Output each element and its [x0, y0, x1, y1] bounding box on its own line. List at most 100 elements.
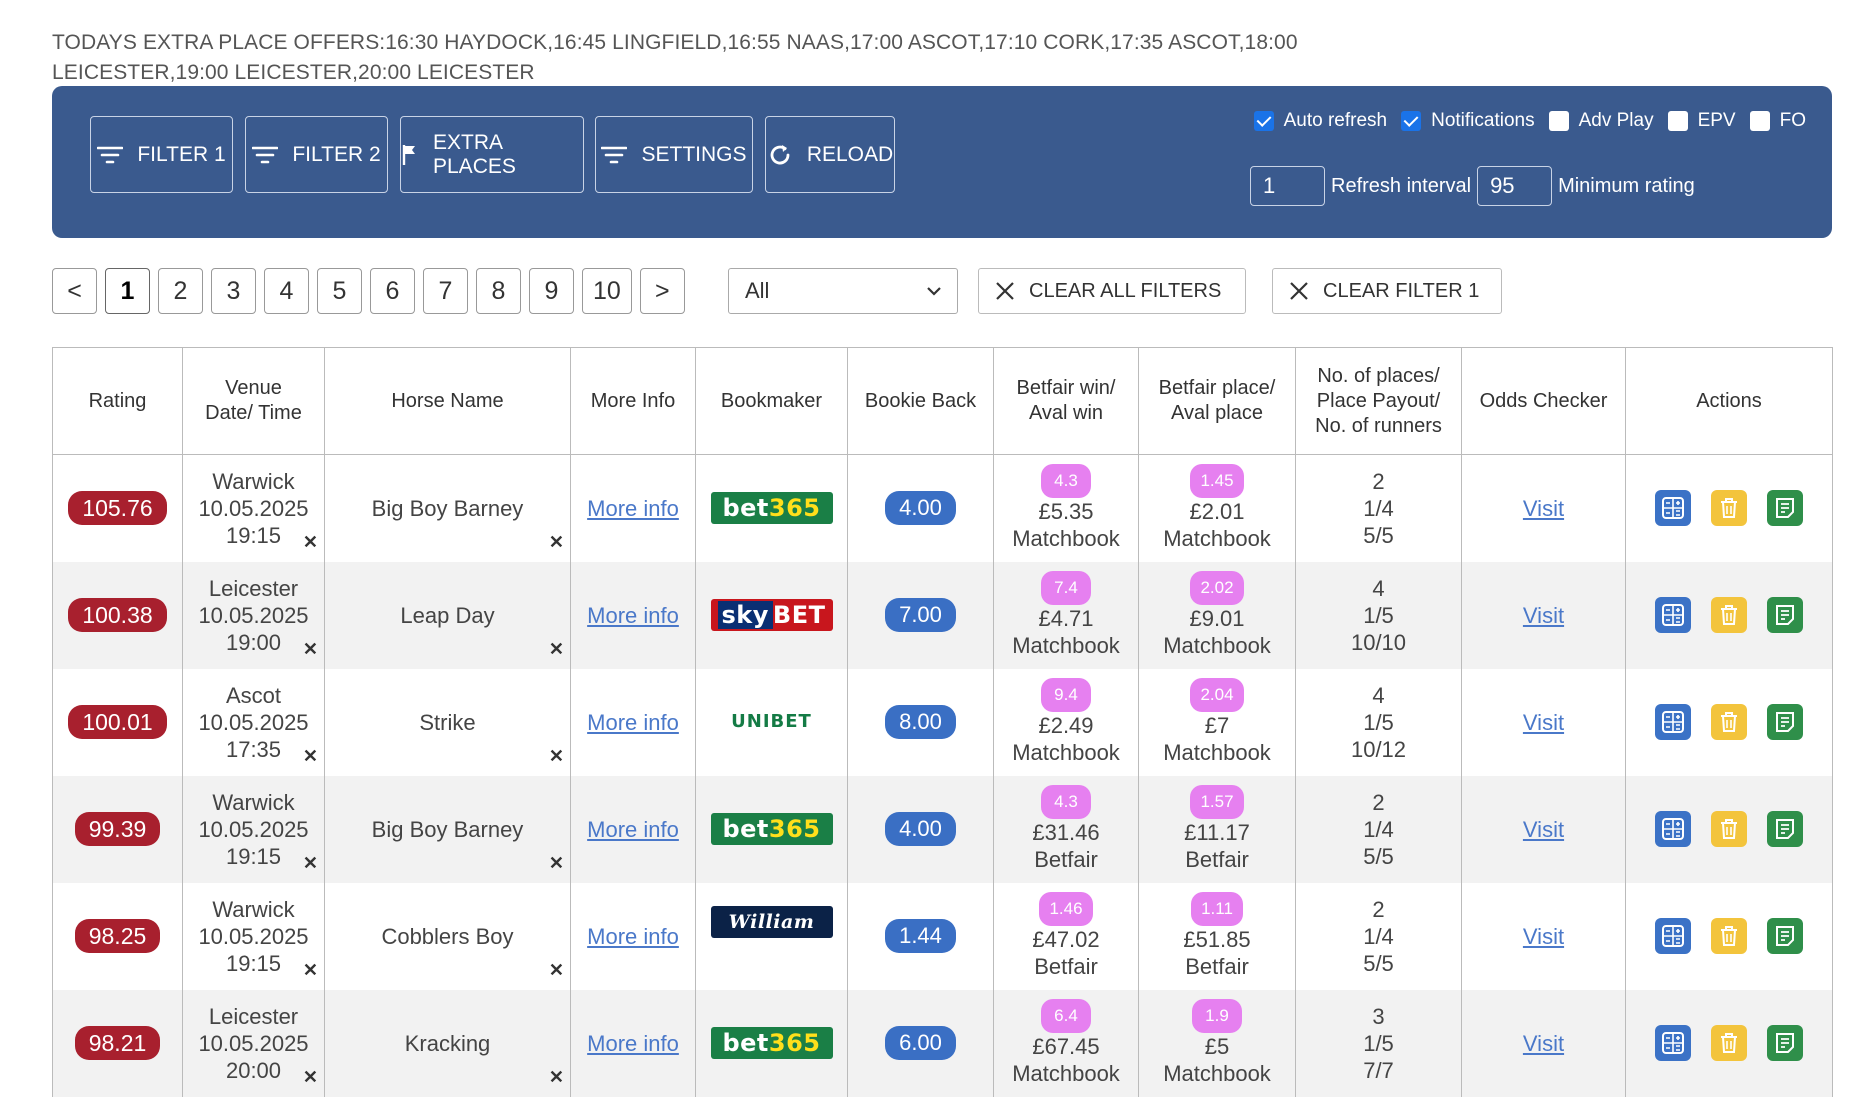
- page-4-button[interactable]: 4: [264, 268, 309, 314]
- page-8-button[interactable]: 8: [476, 268, 521, 314]
- auto-refresh-label: Auto refresh: [1283, 110, 1388, 131]
- hide-horse-button[interactable]: ✕: [548, 638, 564, 659]
- clear-all-filters-button[interactable]: CLEAR ALL FILTERS: [978, 268, 1246, 314]
- hide-venue-button[interactable]: ✕: [302, 745, 318, 766]
- extra-places-button[interactable]: EXTRA PLACES: [400, 116, 584, 193]
- calculator-button[interactable]: [1655, 490, 1691, 527]
- notes-button[interactable]: [1767, 597, 1803, 633]
- calculator-button[interactable]: [1655, 918, 1691, 954]
- places-header[interactable]: No. of places/Place Payout/No. of runner…: [1295, 347, 1462, 455]
- hide-venue-button[interactable]: ✕: [302, 959, 318, 980]
- page-5-button[interactable]: 5: [317, 268, 362, 314]
- calculator-button[interactable]: [1655, 704, 1691, 740]
- odds-checker-visit-link[interactable]: Visit: [1522, 1030, 1565, 1056]
- bookmaker-logo[interactable]: UNIBET: [710, 706, 833, 738]
- venue-header[interactable]: Venue Date/ Time: [182, 347, 325, 455]
- odds-checker-visit-link[interactable]: Visit: [1522, 495, 1565, 521]
- odds-checker-visit-link[interactable]: Visit: [1522, 602, 1565, 628]
- filter-2-button[interactable]: FILTER 2: [245, 116, 388, 193]
- more-info-link[interactable]: More info: [587, 709, 679, 735]
- delete-button[interactable]: [1711, 811, 1747, 847]
- page-6-button[interactable]: 6: [370, 268, 415, 314]
- filter-1-button[interactable]: FILTER 1: [90, 116, 233, 193]
- page-9-button[interactable]: 9: [529, 268, 574, 314]
- calculator-button[interactable]: [1655, 1025, 1691, 1061]
- more-info-link[interactable]: More info: [587, 1030, 679, 1056]
- page-2-button[interactable]: 2: [158, 268, 203, 314]
- bookie-back-badge: 7.00: [885, 598, 956, 632]
- notes-button[interactable]: [1767, 704, 1803, 740]
- horse-header[interactable]: Horse Name: [324, 347, 571, 455]
- more-info-link[interactable]: More info: [587, 923, 679, 949]
- epv-checkbox[interactable]: [1667, 111, 1688, 131]
- delete-button[interactable]: [1711, 918, 1747, 954]
- betfair-win-header[interactable]: Betfair win/Aval win: [993, 347, 1139, 455]
- notifications-checkbox[interactable]: [1401, 111, 1422, 131]
- auto-refresh-checkbox[interactable]: [1253, 111, 1274, 131]
- notes-button[interactable]: [1767, 918, 1803, 954]
- page-3-button[interactable]: 3: [211, 268, 256, 314]
- hide-venue-button[interactable]: ✕: [302, 531, 318, 552]
- delete-button[interactable]: [1711, 704, 1747, 740]
- page-7-button[interactable]: 7: [423, 268, 468, 314]
- hide-horse-button[interactable]: ✕: [548, 531, 564, 552]
- hide-horse-button[interactable]: ✕: [548, 745, 564, 766]
- offers-table: Rating Venue Date/ Time Horse Name More I…: [52, 347, 1833, 1097]
- number-of-runners: 7/7: [1363, 1057, 1394, 1083]
- bookmaker-logo[interactable]: bet365: [710, 492, 833, 525]
- prev-page-button[interactable]: <: [52, 268, 97, 314]
- place-exchange: Betfair: [1185, 847, 1249, 872]
- place-exchange: Betfair: [1185, 954, 1249, 979]
- notes-button[interactable]: [1767, 811, 1803, 847]
- page-1-button[interactable]: 1: [105, 268, 150, 314]
- bookmaker-header[interactable]: Bookmaker: [695, 347, 848, 455]
- clear-filter-1-button[interactable]: CLEAR FILTER 1: [1272, 268, 1502, 314]
- adv-play-checkbox[interactable]: [1548, 111, 1569, 131]
- more-info-link[interactable]: More info: [587, 495, 679, 521]
- fo-checkbox[interactable]: [1749, 111, 1770, 131]
- page-10-button[interactable]: 10: [582, 268, 632, 314]
- hide-horse-button[interactable]: ✕: [548, 959, 564, 980]
- calculator-button[interactable]: [1655, 811, 1691, 847]
- betfair-place-header[interactable]: Betfair place/Aval place: [1138, 347, 1296, 455]
- more-info-link[interactable]: More info: [587, 816, 679, 842]
- hide-horse-button[interactable]: ✕: [548, 852, 564, 873]
- logo-text: 365: [768, 494, 821, 523]
- more-info-link[interactable]: More info: [587, 602, 679, 628]
- rating-cell: 100.38: [52, 561, 183, 669]
- place-exchange: Matchbook: [1163, 1061, 1271, 1086]
- minimum-rating-input[interactable]: [1477, 166, 1553, 206]
- bookmaker-cell: bet365: [695, 775, 848, 883]
- table-row: 98.21 Leicester 10.05.2025 20:00 ✕ Krack…: [52, 989, 1833, 1097]
- delete-button[interactable]: [1711, 1025, 1747, 1061]
- reload-button[interactable]: RELOAD: [765, 116, 895, 193]
- hide-venue-button[interactable]: ✕: [302, 638, 318, 659]
- calculator-icon: [1662, 497, 1684, 520]
- bookmaker-logo[interactable]: sky BET: [710, 599, 833, 631]
- delete-button[interactable]: [1711, 490, 1747, 527]
- odds-checker-visit-link[interactable]: Visit: [1522, 709, 1565, 735]
- hide-venue-button[interactable]: ✕: [302, 1066, 318, 1087]
- refresh-interval-input[interactable]: [1250, 166, 1325, 206]
- venue-name: Ascot: [225, 682, 282, 708]
- rating-cell: 98.25: [52, 882, 183, 990]
- settings-button[interactable]: SETTINGS: [595, 116, 753, 193]
- bookmaker-logo[interactable]: bet365: [710, 813, 833, 845]
- notes-button[interactable]: [1767, 490, 1803, 527]
- horse-name: Big Boy Barney: [371, 495, 524, 521]
- delete-button[interactable]: [1711, 597, 1747, 633]
- hide-horse-button[interactable]: ✕: [548, 1066, 564, 1087]
- bookmaker-logo[interactable]: William HILL: [710, 906, 833, 965]
- bookmaker-logo[interactable]: bet365: [710, 1027, 833, 1059]
- hide-venue-button[interactable]: ✕: [302, 852, 318, 873]
- odds-checker-visit-link[interactable]: Visit: [1522, 816, 1565, 842]
- next-page-button[interactable]: >: [639, 268, 685, 314]
- calculator-button[interactable]: [1655, 597, 1691, 633]
- bookie-back-header[interactable]: Bookie Back: [847, 347, 994, 455]
- rating-badge: 100.38: [68, 598, 167, 632]
- rating-header[interactable]: Rating: [52, 347, 183, 455]
- bookmaker-cell: sky BET: [695, 561, 848, 669]
- notes-button[interactable]: [1767, 1025, 1803, 1061]
- odds-checker-visit-link[interactable]: Visit: [1522, 923, 1565, 949]
- filter-select[interactable]: All: [728, 268, 958, 314]
